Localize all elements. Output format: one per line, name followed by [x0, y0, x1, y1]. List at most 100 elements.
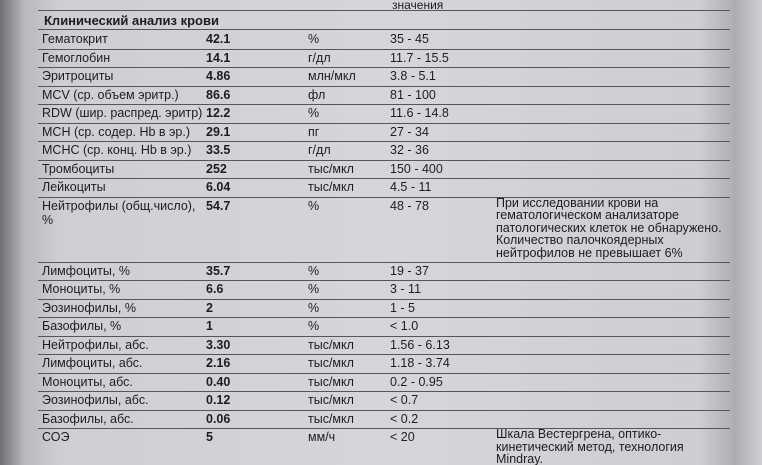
reference-range: 19 - 37	[390, 263, 429, 278]
parameter-name: СОЭ	[42, 430, 70, 444]
unit: тыс/мкл	[308, 374, 354, 389]
parameter-name: Эозинофилы, абс.	[42, 393, 149, 407]
table-row: Моноциты, абс. 0.40 тыс/мкл 0.2 - 0.95	[38, 373, 730, 392]
table-row: Нейтрофилы (общ.число), % 54.7% 48 - 78 При…	[38, 195, 730, 263]
reference-range: 1 - 5	[390, 300, 416, 315]
result-value: 35.7	[206, 263, 231, 278]
reference-range: 48 - 78	[390, 198, 429, 213]
result-value: 0.12	[206, 393, 231, 407]
result-value: 6.04	[206, 180, 231, 194]
unit: фл	[308, 87, 326, 102]
parameter-name: Тромбоциты	[42, 161, 115, 176]
table-row: Базофилы, % 1% < 1.0	[38, 317, 730, 337]
parameter-name: Лимфоциты, %	[42, 263, 130, 278]
reference-range: 11.6 - 14.8	[390, 106, 449, 120]
parameter-name: Базофилы, абс.	[42, 411, 134, 426]
result-value: 54.7	[206, 198, 231, 213]
result-value: 29.1	[206, 124, 231, 139]
reference-range: < 0.2	[390, 411, 419, 426]
unit: г/дл	[308, 50, 331, 65]
reference-range: 32 - 36	[390, 143, 429, 157]
table-row: Лимфоциты, абс. 2.16 тыс/мкл 1.18 - 3.74	[38, 354, 730, 374]
reference-range: < 0.7	[390, 393, 419, 407]
unit: %	[308, 32, 320, 46]
result-value: 0.40	[206, 374, 231, 389]
parameter-name: Моноциты, абс.	[42, 374, 133, 389]
unit: %	[308, 282, 320, 296]
unit: г/дл	[308, 143, 331, 157]
result-value: 4.86	[206, 69, 231, 83]
parameter-name: Эритроциты	[42, 69, 114, 83]
result-value: 2.16	[206, 356, 231, 370]
note-line: Количество палочкоядерных	[496, 233, 664, 247]
unit: тыс/мкл	[308, 161, 354, 176]
unit: тыс/мкл	[308, 356, 354, 370]
unit: мм/ч	[308, 430, 336, 444]
result-value: 0.06	[206, 411, 231, 426]
table-row: MCH (ср. содер. Hb в эр.) 29.1 пг 27 - 34	[38, 123, 730, 142]
note-line: патологических клеток не обнаружено.	[496, 220, 722, 235]
table-row: СОЭ 5 мм/ч < 20 Шкала Вестергрена, оптико-ки…	[38, 428, 730, 465]
parameter-name: MCHC (ср. конц. Hb в эр.)	[42, 143, 192, 157]
parameter-name: MCV (ср. объем эритр.)	[42, 87, 179, 102]
reference-range: 81 - 100	[390, 87, 436, 102]
note-line: нейтрофилов не превышает 6%	[496, 245, 683, 260]
note: При исследовании крови на гематологическо…	[496, 195, 722, 260]
parameter-name: Базофилы, %	[42, 319, 122, 333]
result-value: 12.2	[206, 106, 231, 120]
note-line: Mindray.	[496, 452, 544, 465]
unit: %	[308, 106, 320, 120]
unit: %	[308, 198, 320, 213]
result-value: 2	[206, 300, 213, 315]
unit: млн/мкл	[308, 69, 356, 83]
unit: тыс/мкл	[308, 411, 354, 426]
table-row: MCHC (ср. конц. Hb в эр.) 33.5 г/дл 32 - 36	[38, 141, 730, 161]
table-row: Эозинофилы, абс. 0.12 тыс/мкл < 0.7	[38, 391, 730, 411]
unit: пг	[308, 124, 320, 139]
unit: тыс/мкл	[308, 337, 354, 352]
reference-range: 3 - 11	[390, 282, 422, 296]
table-row: Тромбоциты 252 тыс/мкл 150 - 400	[38, 160, 730, 179]
parameter-name: Моноциты, %	[42, 282, 121, 296]
table-row: RDW (шир. распред. эритр) 12.2% 11.6 - 14.…	[38, 104, 730, 124]
reference-range: 27 - 34	[390, 124, 429, 139]
result-value: 6.6	[206, 282, 224, 296]
note-line: Шкала Вестергрена, оптико-	[496, 427, 662, 441]
result-value: 42.1	[206, 32, 231, 46]
parameter-name: Гематокрит	[42, 32, 108, 46]
note: Шкала Вестергрена, оптико-кинетический м…	[496, 428, 684, 465]
table-row: Лимфоциты, % 35.7% 19 - 37	[38, 262, 730, 281]
parameter-name: Лимфоциты, абс.	[42, 356, 143, 370]
table-row: Гемоглобин 14.1 г/дл 11.7 - 15.5	[38, 49, 730, 68]
note-line: При исследовании крови на	[496, 195, 659, 210]
column-caption: значения	[392, 0, 444, 12]
unit: тыс/мкл	[308, 393, 354, 407]
rule	[38, 29, 730, 30]
reference-range: 150 - 400	[390, 161, 443, 176]
unit: %	[308, 263, 320, 278]
note-line: кинетический метод, технология	[496, 439, 684, 454]
result-value: 252	[206, 161, 227, 176]
table-row: Эозинофилы, % 2% 1 - 5	[38, 299, 730, 318]
parameter-name: MCH (ср. содер. Hb в эр.)	[42, 124, 190, 139]
reference-range: 0.2 - 0.95	[390, 374, 443, 389]
result-value: 33.5	[206, 143, 231, 157]
parameter-name: Нейтрофилы (общ.число), %	[42, 198, 196, 227]
table-row: MCV (ср. объем эритр.) 86.6 фл 81 - 100	[38, 86, 730, 105]
reference-range: 4.5 - 11	[390, 180, 432, 194]
unit: %	[308, 300, 320, 315]
result-value: 5	[206, 430, 213, 444]
table-row: Нейтрофилы, абс. 3.30 тыс/мкл 1.56 - 6.13	[38, 336, 730, 355]
section-title: Клинический анализ крови	[44, 13, 219, 28]
parameter-name: Лейкоциты	[42, 180, 106, 194]
result-value: 86.6	[206, 87, 231, 102]
parameter-name: RDW (шир. распред. эритр)	[42, 106, 203, 120]
parameter-name: Нейтрофилы, абс.	[42, 337, 149, 352]
result-value: 3.30	[206, 337, 231, 352]
reference-range: 1.18 - 3.74	[390, 356, 450, 370]
reference-range: 11.7 - 15.5	[390, 50, 449, 65]
parameter-name: Эозинофилы, %	[42, 300, 136, 315]
note-line: гематологическом анализаторе	[496, 208, 679, 222]
table-row: Моноциты, % 6.6% 3 - 11	[38, 280, 730, 300]
